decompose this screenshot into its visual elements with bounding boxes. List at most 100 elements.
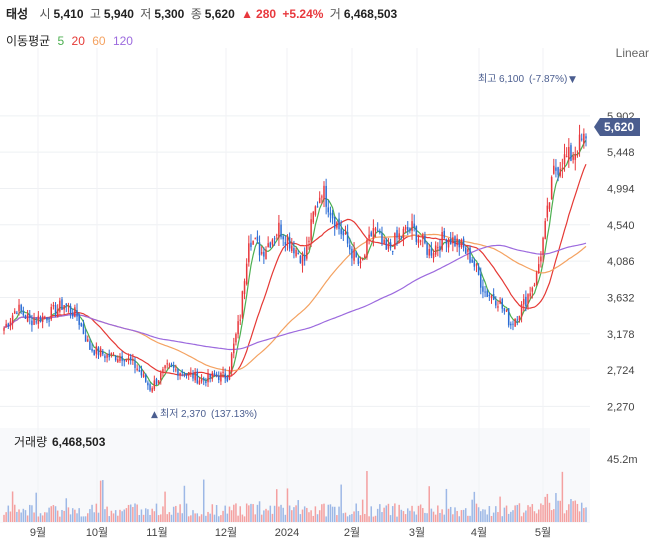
- candle-body: [117, 359, 119, 363]
- volume-bar: [477, 507, 480, 522]
- candle-body: [13, 311, 16, 314]
- volume-bar: [505, 505, 508, 522]
- volume-bar: [26, 515, 29, 522]
- candle-body: [467, 249, 469, 252]
- candle-body: [398, 233, 400, 240]
- candle-body: [59, 300, 61, 312]
- ma-5-label: 5: [57, 34, 65, 48]
- candle-body: [370, 232, 372, 237]
- candle-body: [364, 255, 366, 258]
- candle-body: [361, 258, 364, 261]
- volume-bar: [241, 514, 244, 522]
- candle-body: [226, 377, 229, 382]
- min-annotation: ▲ 최저 2,370 (137.13%): [151, 408, 257, 420]
- candle-body: [477, 266, 480, 275]
- volume-bar: [357, 511, 360, 522]
- candle-body: [499, 300, 501, 304]
- volume-bar: [280, 504, 282, 522]
- candle-body: [458, 239, 461, 248]
- candle-body: [284, 242, 287, 245]
- volume-bar: [194, 513, 196, 522]
- moving-average-legend[interactable]: 이동평균 5 20 60 120: [6, 32, 137, 49]
- volume-bar: [89, 509, 91, 522]
- x-tick-label: 12월: [215, 526, 237, 539]
- volume-bar: [385, 505, 388, 522]
- volume-bar: [331, 506, 334, 522]
- candle-body: [449, 239, 452, 245]
- volume-bar: [198, 516, 201, 522]
- ma-60-label: 60: [92, 34, 106, 48]
- candle-body: [419, 240, 422, 242]
- candle-body: [535, 272, 538, 286]
- candle-body: [512, 323, 514, 325]
- min-pct: (137.13%): [211, 409, 257, 420]
- candle-body: [16, 312, 18, 314]
- volume-bar: [480, 511, 482, 522]
- volume-bar: [218, 516, 220, 522]
- candle-body: [56, 309, 59, 317]
- candle-body: [127, 357, 130, 361]
- close-label: 종: [190, 7, 202, 21]
- candle-body: [26, 314, 29, 322]
- candle-body: [516, 319, 519, 321]
- volume-bar: [538, 509, 540, 522]
- ma-120-label: 120: [112, 34, 133, 48]
- candle-body: [65, 303, 68, 306]
- volume-bar: [516, 504, 519, 522]
- scale-mode-toggle[interactable]: Linear: [615, 46, 649, 60]
- volume-bar: [44, 512, 46, 522]
- volume-bar: [306, 507, 308, 522]
- volume-bar: [91, 504, 93, 522]
- candle-body: [432, 253, 435, 259]
- volume-bar: [518, 503, 521, 522]
- volume-bar: [333, 506, 336, 522]
- candle-body: [385, 240, 388, 250]
- volume-bar: [336, 515, 338, 522]
- volume-bar: [441, 509, 443, 522]
- volume-bar: [24, 510, 27, 522]
- volume-bar: [400, 509, 403, 522]
- volume-panel-bg: [0, 428, 590, 523]
- volume-bar: [138, 515, 141, 522]
- volume-bar: [121, 511, 123, 522]
- volume-bar: [151, 508, 153, 522]
- candle-body: [331, 213, 334, 219]
- candle-body: [441, 232, 443, 251]
- candle-body: [518, 315, 521, 321]
- y-tick-label: 3,632: [607, 292, 635, 304]
- candle-body: [415, 226, 418, 242]
- volume-bar: [39, 513, 42, 522]
- stock-name: 태성: [6, 7, 29, 21]
- candle-body: [190, 372, 192, 374]
- candle-body: [490, 295, 493, 299]
- candle-body: [510, 323, 512, 326]
- volume-bar: [13, 504, 16, 522]
- volume-bar: [172, 506, 175, 522]
- volume-bar: [314, 506, 317, 522]
- ma-20-line: [3, 163, 587, 378]
- volume-bar: [114, 510, 117, 522]
- candle-body: [241, 291, 244, 318]
- candle-body: [18, 304, 20, 312]
- volume-bar: [157, 515, 160, 522]
- volume-bar: [132, 507, 134, 522]
- volume-bar: [464, 508, 467, 522]
- candle-body: [67, 305, 70, 307]
- volume-bar: [443, 514, 446, 522]
- volume-bar: [282, 507, 284, 522]
- volume-bar: [164, 491, 166, 522]
- candle-body: [400, 236, 403, 238]
- candle-body: [306, 244, 308, 259]
- volume-bar: [366, 471, 368, 522]
- y-axis-ticks: 5,9025,4484,9944,5404,0863,6323,1782,724…: [607, 111, 635, 414]
- volume-bar: [220, 515, 222, 522]
- candle-body: [303, 255, 306, 261]
- candle-body: [349, 244, 351, 250]
- min-label: 최저: [160, 408, 178, 420]
- candle-body: [265, 249, 267, 260]
- volume-bar: [495, 506, 497, 522]
- volume-bar: [205, 515, 207, 522]
- min-arrow-icon: ▲: [151, 410, 158, 420]
- max-annotation: 최고 6,100 (-7.87%) ▼: [478, 73, 576, 85]
